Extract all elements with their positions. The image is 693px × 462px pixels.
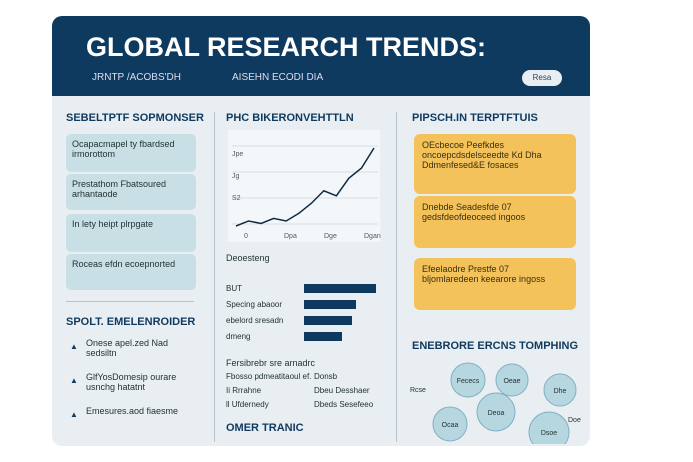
note-text: Ii Rrrahne (226, 386, 262, 395)
bubble (543, 373, 577, 407)
header: GLOBAL RESEARCH TRENDS: JRNTP /ACOBS'DH … (52, 16, 590, 96)
bar (304, 284, 376, 293)
button[interactable]: Resa (522, 70, 562, 86)
note-text: Donsb (314, 372, 338, 381)
bubble (450, 362, 486, 398)
trend-line (235, 147, 375, 227)
axis-label: Dpa (284, 233, 297, 240)
note-text: ll Ufdernedy (226, 400, 269, 409)
side-label: Doe (568, 417, 581, 424)
divider (396, 112, 397, 442)
divider (66, 301, 194, 302)
bubble-label: Deoa (488, 410, 505, 417)
axis-label: Dge (324, 233, 337, 240)
title: GLOBAL RESEARCH TRENDS: (86, 32, 487, 62)
note-text: Dbeu Desshaer (314, 386, 370, 395)
list-item: Emesures.aod fiaesme (86, 406, 179, 416)
axis-label: 0 (244, 233, 248, 240)
list-item: Onese apel.zed Nad sedsiltn (86, 338, 169, 358)
note-text: Fbosso pdmeatitaoul ef. (226, 372, 312, 381)
bubble (495, 363, 529, 397)
bars-heading: Deoesteng (226, 253, 270, 263)
axis-label: Jg (232, 173, 240, 180)
middle-graphics: Jpe Jg S2 0 Dpa Dge Dgan BUT Specing abaoor ebelo… (226, 130, 381, 341)
highlight-card: Dnebde Seadesfde 07 gedsfdeofdeoceed ing… (414, 196, 576, 248)
bar (304, 300, 356, 309)
axis-label: Dgan (364, 233, 381, 240)
bubble (528, 411, 570, 444)
bar (304, 316, 352, 325)
bar-label: dmeng (226, 332, 250, 341)
heading: SPOLT. EMELENROIDER (66, 316, 196, 328)
bullet: ▲ (70, 342, 78, 351)
subtitle: JRNTP /ACOBS'DH (92, 72, 181, 83)
subtitle: AISEHN ECODI DIA (232, 72, 324, 83)
highlight-card: OEcbecoe Peefkdes oncoepcdsdelsceedte Kd… (414, 134, 576, 194)
heading: PIPSCH.IN TERPTFTUIS (412, 112, 538, 124)
bubble (432, 406, 468, 442)
note-text: Dbeds Sesefeeo (314, 400, 374, 409)
bubble-label: Oeae (503, 378, 520, 385)
notes-heading: Fersibrebr sre arnadrc (226, 358, 316, 368)
bullet: ▲ (70, 410, 78, 419)
axis-label: S2 (232, 195, 241, 202)
bar-label: BUT (226, 284, 242, 293)
bubble-label: Dhe (554, 388, 567, 395)
axis-label: Jpe (232, 151, 243, 158)
bubble-label: Dsoe (541, 430, 557, 437)
bubble-label: Ocaa (442, 422, 459, 429)
heading: SEBELTPTF SOPMONSER (66, 112, 204, 124)
heading: PHC BIKERONVEHTTLN (226, 112, 354, 124)
heading: ENEBRORE ERCNS TOMPHING (412, 340, 579, 352)
panel: GLOBAL RESEARCH TRENDS: JRNTP /ACOBS'DH … (52, 16, 590, 446)
info-card: Roceas efdn ecoepnorted (66, 254, 196, 290)
plot-bg (228, 130, 380, 242)
side-label: Rcse (410, 387, 426, 394)
footer: OMER TRANIC (226, 422, 304, 434)
bar-label: Specing abaoor (226, 300, 282, 309)
info-card: In lety heipt plrpgate (66, 214, 196, 252)
bullet: ▲ (70, 376, 78, 385)
bubble-graphic: Fececs Oeae Deoa Dhe Ocaa Dsoe Rcse Doe (410, 362, 581, 444)
info-card: Ocapacmapel ty fbardsed irmorottom (66, 134, 196, 172)
bar (304, 332, 342, 341)
bubble-label: Fececs (457, 378, 480, 385)
info-card: Prestathom Fbatsoured arhantaode (66, 174, 196, 210)
highlight-card: Efeelaodre Prestfe 07 bljomlaredeen keea… (414, 258, 576, 310)
bar-label: ebelord sresadn (226, 316, 283, 325)
bubble (476, 392, 516, 432)
list-item: GlfYosDomesip ourare usnchg hatatnt (86, 372, 177, 392)
divider (214, 112, 215, 442)
